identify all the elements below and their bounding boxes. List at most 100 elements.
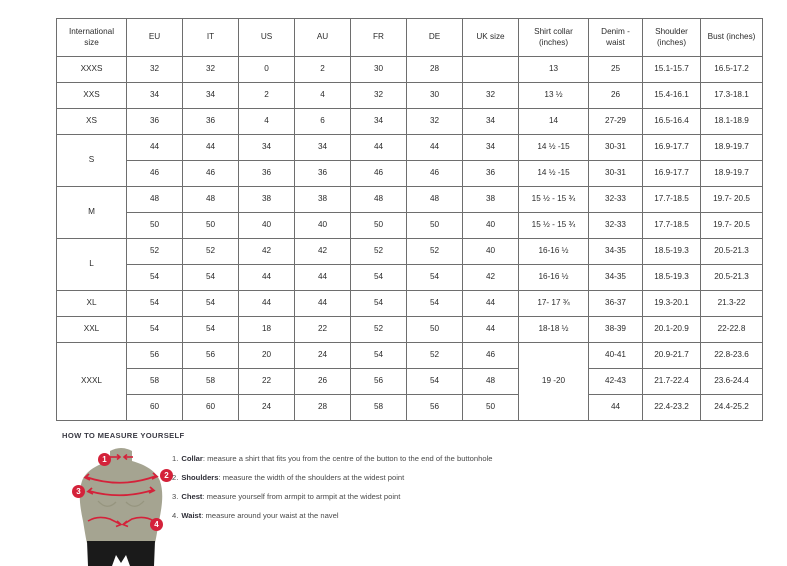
cell-it: 52	[182, 238, 239, 265]
cell-denim: 36-37	[588, 290, 643, 317]
cell-collar: 13 ½	[518, 82, 589, 109]
measure-marker-4: 4	[150, 518, 163, 531]
cell-us: 44	[238, 264, 295, 291]
column-header-8: Shirt collar (inches)	[518, 18, 589, 57]
cell-bust: 19.7- 20.5	[700, 212, 763, 239]
cell-eu: 56	[126, 342, 183, 369]
cell-eu: 46	[126, 160, 183, 187]
cell-collar: 15 ½ - 15 ¾	[518, 212, 589, 239]
cell-eu: 34	[126, 82, 183, 109]
column-header-line: Denim -	[601, 27, 630, 37]
pec-line-left	[97, 500, 117, 507]
measure-item-term: Shoulders	[181, 472, 219, 482]
table-row: 54 54 44 44 54 54 42 16-16 ½ 34-35 18.5-19.3 20.5-…	[57, 264, 763, 291]
column-header-line: DE	[428, 32, 441, 42]
measure-item-1: 1. Collar: measure a shirt that fits you …	[172, 449, 712, 468]
cell-de: 32	[406, 108, 463, 135]
measure-item-3: 3. Chest: measure yourself from armpit to…	[172, 487, 712, 506]
cell-au: 4	[294, 82, 351, 109]
cell-bust: 22-22.8	[700, 316, 763, 343]
cell-collar: 14	[518, 108, 589, 135]
column-header-11: Bust (inches)	[700, 18, 763, 57]
cell-denim: 38-39	[588, 316, 643, 343]
cell-us: 18	[238, 316, 295, 343]
cell-fr: 58	[350, 394, 407, 421]
column-header-line: International	[68, 27, 115, 37]
torso-diagram-svg	[79, 448, 163, 566]
cell-bust: 17.3-18.1	[700, 82, 763, 109]
cell-au: 28	[294, 394, 351, 421]
cell-shoulder: 15.1-15.7	[642, 56, 701, 83]
cell-us: 20	[238, 342, 295, 369]
size-label-cell: XXL	[56, 316, 127, 343]
table-row: M 48 48 38 38 48 48 38 15 ½ - 15 ¾ 32-33 17.7-18.5…	[56, 186, 763, 239]
cell-de: 52	[406, 238, 463, 265]
cell-de: 54	[406, 368, 463, 395]
cell-eu: 32	[126, 56, 183, 83]
cell-denim: 25	[588, 56, 643, 83]
cell-shoulder: 15.4-16.1	[642, 82, 701, 109]
measure-item-description: : measure around your waist at the navel	[201, 510, 339, 520]
cell-au: 42	[294, 238, 351, 265]
header-row: International size EU IT US AU FR DE UK size Shir…	[56, 18, 763, 57]
cell-au: 34	[294, 134, 351, 161]
table-row: 46 46 36 36 46 46 36 14 ½ -15 30-31 16.9-17.7 18.9…	[57, 160, 763, 187]
cell-collar: 19 -20	[518, 342, 589, 421]
cell-denim: 40-41	[588, 342, 643, 369]
cell-eu: 54	[126, 290, 183, 317]
cell-de: 50	[406, 316, 463, 343]
cell-au: 38	[294, 186, 351, 213]
cell-eu: 54	[126, 264, 183, 291]
collar-measure-arrow	[109, 453, 133, 461]
cell-fr: 54	[350, 290, 407, 317]
cell-shoulder: 20.1-20.9	[642, 316, 701, 343]
column-header-line: US	[260, 32, 273, 42]
column-header-line: Bust (inches)	[707, 32, 756, 42]
cell-fr: 54	[350, 342, 407, 369]
cell-uk: 36	[462, 160, 519, 187]
column-header-1: EU	[126, 18, 183, 57]
table-row: XXL 54 54 18 22 52 50 44 18-18 ½ 38-39 20.1-20.9 22…	[56, 316, 763, 343]
cell-fr: 30	[350, 56, 407, 83]
column-header-line: waist	[606, 37, 625, 47]
cell-bust: 19.7- 20.5	[700, 186, 763, 213]
cell-au: 44	[294, 290, 351, 317]
cell-de: 48	[406, 186, 463, 213]
size-label-cell: XXXL	[56, 342, 127, 421]
column-header-6: DE	[406, 18, 463, 57]
cell-bust: 18.9-19.7	[700, 160, 763, 187]
cell-denim: 34-35	[588, 238, 643, 265]
measure-item-term: Collar	[181, 453, 203, 463]
chest-measure-arrow	[86, 486, 156, 497]
cell-de: 30	[406, 82, 463, 109]
table-row: XS 36 36 4 6 34 32 34 14 27-29 16.5-16.4 18.1-18.9	[56, 108, 763, 135]
cell-au: 44	[294, 264, 351, 291]
cell-eu: 50	[126, 212, 183, 239]
cell-us: 42	[238, 238, 295, 265]
size-label-cell: XS	[56, 108, 127, 135]
cell-fr: 52	[350, 316, 407, 343]
column-header-7: UK size	[462, 18, 519, 57]
cell-fr: 34	[350, 108, 407, 135]
cell-shoulder: 22.4-23.2	[642, 394, 701, 421]
body-figure-illustration: 1 2 3 4	[58, 445, 184, 566]
column-header-line: size	[84, 37, 99, 47]
cell-de: 44	[406, 134, 463, 161]
cell-uk: 40	[462, 238, 519, 265]
cell-it: 44	[182, 134, 239, 161]
measure-item-description: : measure a shirt that fits you from the…	[202, 453, 493, 463]
cell-de: 50	[406, 212, 463, 239]
cell-uk: 44	[462, 290, 519, 317]
table-row: XXXL 56 56 20 24 54 52 46 19 -20 40-41 20.9-21.7 22…	[56, 342, 763, 421]
cell-au: 2	[294, 56, 351, 83]
pec-line-right	[125, 500, 145, 507]
cell-eu: 58	[126, 368, 183, 395]
cell-us: 4	[238, 108, 295, 135]
column-header-line: UK size	[476, 32, 505, 42]
cell-uk: 32	[462, 82, 519, 109]
cell-bust: 20.5-21.3	[700, 238, 763, 265]
torso-shape	[79, 461, 163, 543]
cell-it: 54	[182, 264, 239, 291]
cell-shoulder: 18.5-19.3	[642, 238, 701, 265]
cell-collar: 16-16 ½	[518, 238, 589, 265]
